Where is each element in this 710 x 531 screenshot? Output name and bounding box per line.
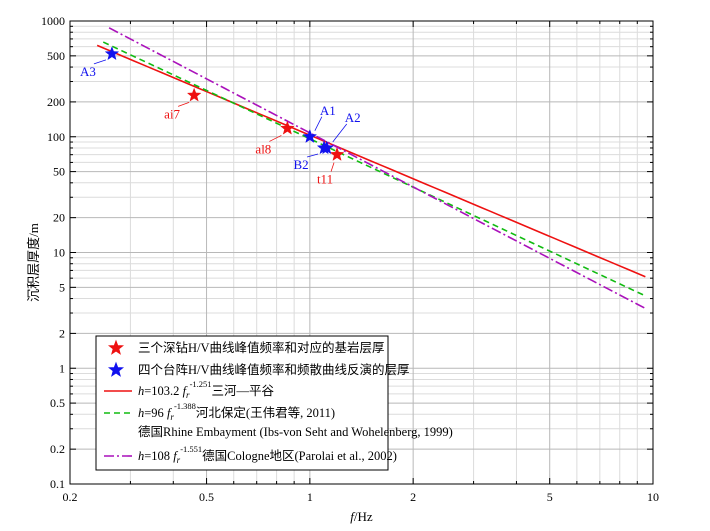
legend-label-part: 德国Cologne地区(Parolai et al., 2002) xyxy=(202,448,397,463)
y-tick-label: 50 xyxy=(53,165,65,179)
legend-label-part: f xyxy=(167,406,172,420)
label-leader xyxy=(269,135,282,142)
legend-label-part: r xyxy=(177,455,181,465)
x-axis-title: f/Hz xyxy=(350,509,373,524)
axis-ticks: 0.2 0.5 1 2 5 100.10.20.512510205010020050010… xyxy=(41,14,659,504)
x-tick-label: 0.5 xyxy=(199,490,214,504)
point-label: A3 xyxy=(80,64,96,79)
legend-label-part: -1.388 xyxy=(174,401,196,411)
legend-label-part: r xyxy=(186,390,190,400)
legend-star xyxy=(107,361,125,377)
y-tick-label: 10 xyxy=(53,246,65,260)
label-leader xyxy=(306,153,319,158)
x-axis-title-var: f xyxy=(350,509,356,524)
legend-box xyxy=(95,335,389,471)
legend-label-part: h xyxy=(138,406,144,420)
x-axis-title-unit: /Hz xyxy=(354,509,373,524)
y-tick-label: 0.5 xyxy=(50,396,65,410)
plot-frame xyxy=(69,20,654,485)
point-labels: ai7 al8 t11 A3 A1 A2 B2 xyxy=(80,64,361,187)
legend-label-part: =96 xyxy=(144,406,167,420)
x-tick-label: 1 xyxy=(307,490,313,504)
label-leader xyxy=(314,116,323,131)
label-leader xyxy=(177,101,190,107)
y-tick-label: 1000 xyxy=(41,14,65,28)
y-axis-title: 沉积层厚度/m xyxy=(26,223,41,302)
y-tick-label: 200 xyxy=(47,95,65,109)
fit-curves xyxy=(96,27,646,310)
fit-curve xyxy=(108,27,646,310)
point-label: t11 xyxy=(317,172,333,187)
x-tick-label: 0.2 xyxy=(63,490,78,504)
point-label: A1 xyxy=(320,103,336,118)
point-label: ai7 xyxy=(164,106,180,121)
point-star xyxy=(280,120,295,135)
legend-label-part: 河北保定(王伟君等, 2011) xyxy=(196,405,335,420)
legend-label: h=108 fr-1.551德国Cologne地区(Parolai et al.… xyxy=(138,444,397,465)
y-tick-label: 2 xyxy=(59,326,65,340)
legend-label-part: 三河—平谷 xyxy=(212,384,275,398)
legend-label-part: r xyxy=(170,412,174,422)
data-points xyxy=(104,46,345,161)
point-star xyxy=(316,140,332,155)
y-tick-label: 500 xyxy=(47,49,65,63)
legend-label: h=96 fr-1.388河北保定(王伟君等, 2011) xyxy=(138,401,335,422)
legend-label-part: h xyxy=(138,449,144,463)
legend-label-part: f xyxy=(183,384,188,398)
point-label: al8 xyxy=(255,141,271,156)
point-star xyxy=(186,87,202,102)
y-tick-label: 20 xyxy=(53,211,65,225)
point-label: A2 xyxy=(345,110,361,125)
point-star xyxy=(329,146,345,161)
point-star xyxy=(302,129,318,143)
x-tick-label: 10 xyxy=(647,490,659,504)
legend-label-part: h xyxy=(138,384,144,398)
label-leader xyxy=(332,123,348,143)
point-label: B2 xyxy=(293,157,308,172)
x-tick-label: 5 xyxy=(547,490,553,504)
fit-curve xyxy=(96,44,646,278)
legend-label-part: =108 xyxy=(144,449,173,463)
y-tick-label: 100 xyxy=(47,130,65,144)
legend-label-part: =103.2 xyxy=(144,384,182,398)
legend-label-part: f xyxy=(173,449,178,463)
y-tick-label: 0.1 xyxy=(50,477,65,491)
label-leaders xyxy=(93,59,348,172)
legend-label: 四个台阵H/V曲线峰值频率和频散曲线反演的层厚 xyxy=(138,362,410,377)
legend-label-line2: 德国Rhine Embayment (Ibs-von Seht and Wohe… xyxy=(138,424,453,439)
legend: 三个深钻H/V曲线峰值频率和对应的基岩层厚四个台阵H/V曲线峰值频率和频散曲线反… xyxy=(95,335,453,471)
legend-label-part: -1.251 xyxy=(190,379,212,389)
legend-label-part: -1.551 xyxy=(180,444,202,454)
y-tick-label: 1 xyxy=(59,361,65,375)
y-tick-label: 5 xyxy=(59,280,65,294)
legend-label: h=103.2 fr-1.251三河—平谷 xyxy=(138,379,275,400)
label-leader xyxy=(93,59,107,65)
x-tick-label: 2 xyxy=(410,490,416,504)
label-leader xyxy=(330,162,335,172)
legend-star xyxy=(107,339,125,355)
y-tick-label: 0.2 xyxy=(50,442,65,456)
legend-label: 三个深钻H/V曲线峰值频率和对应的基岩层厚 xyxy=(138,340,385,355)
point-star xyxy=(104,46,120,61)
